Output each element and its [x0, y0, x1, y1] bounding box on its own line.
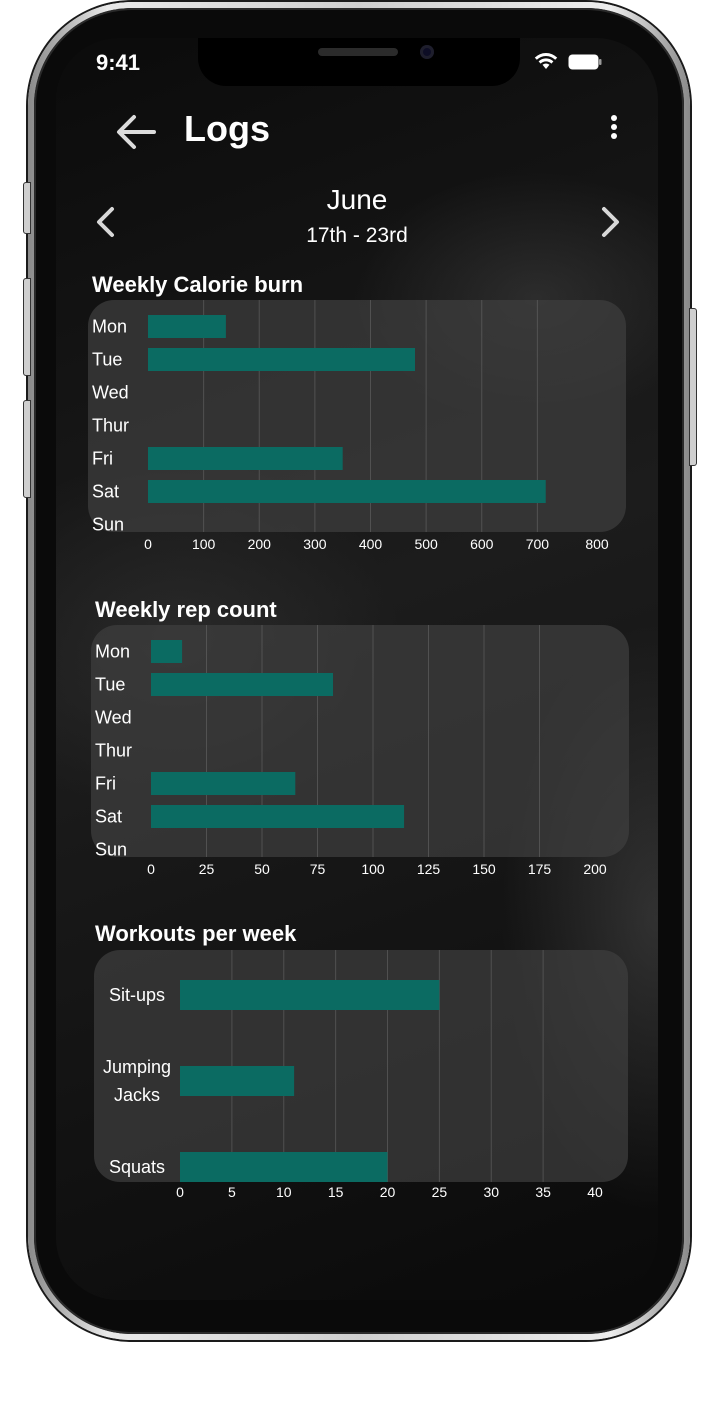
workouts-tick-label: 10 — [276, 1184, 292, 1200]
power-button — [689, 308, 697, 466]
rep-chart-title: Weekly rep count — [95, 597, 277, 622]
chevron-left-icon[interactable] — [92, 204, 118, 240]
more-vertical-icon[interactable] — [604, 112, 624, 146]
calorie-category-label: Sat — [92, 482, 119, 502]
back-arrow-icon[interactable] — [114, 112, 158, 152]
app-screen: 9:41 Logs June 17th - 23rd Weekly Calori… — [56, 38, 658, 1300]
week-month: June — [326, 184, 388, 215]
rep-category-label: Tue — [95, 675, 125, 695]
calorie-category-label: Tue — [92, 350, 122, 370]
wifi-icon — [534, 53, 558, 69]
calorie-tick-label: 600 — [470, 536, 494, 552]
workouts-chart-title: Workouts per week — [95, 921, 297, 946]
battery-icon — [568, 54, 602, 70]
calorie-bar — [148, 348, 415, 371]
rep-bar — [151, 640, 183, 663]
rep-tick-label: 175 — [528, 861, 552, 877]
calorie-bar — [148, 480, 546, 503]
calorie-category-label: Sun — [92, 515, 124, 535]
rep-tick-label: 125 — [417, 861, 441, 877]
calorie-category-label: Thur — [92, 416, 129, 436]
speaker-grille — [318, 48, 398, 56]
rep-tick-label: 50 — [254, 861, 270, 877]
calorie-tick-label: 500 — [414, 536, 438, 552]
volume-up-button — [23, 278, 31, 376]
workouts-category-label: Sit-ups — [109, 985, 165, 1005]
workouts-tick-label: 35 — [535, 1184, 551, 1200]
workouts-tick-label: 15 — [328, 1184, 344, 1200]
calorie-tick-label: 300 — [303, 536, 327, 552]
calorie-bar — [148, 315, 226, 338]
rep-bar — [151, 772, 296, 795]
volume-down-button — [23, 400, 31, 498]
calorie-tick-label: 400 — [359, 536, 383, 552]
workouts-tick-label: 0 — [176, 1184, 184, 1200]
workouts-category-label: Jumping Jacks — [103, 1057, 171, 1105]
rep-category-label: Sun — [95, 840, 127, 860]
rep-tick-label: 25 — [199, 861, 215, 877]
chevron-right-icon[interactable] — [598, 204, 624, 240]
rep-category-label: Fri — [95, 774, 116, 794]
notch — [198, 38, 520, 86]
rep-tick-label: 100 — [361, 861, 385, 877]
calorie-tick-label: 800 — [585, 536, 609, 552]
rep-category-label: Mon — [95, 642, 130, 662]
calorie-chart-title: Weekly Calorie burn — [92, 272, 304, 297]
workouts-bar — [180, 1152, 388, 1182]
workouts-tick-label: 25 — [432, 1184, 448, 1200]
workouts-tick-label: 20 — [380, 1184, 396, 1200]
calorie-tick-label: 700 — [526, 536, 550, 552]
calorie-tick-label: 0 — [144, 536, 152, 552]
calorie-tick-label: 100 — [192, 536, 216, 552]
front-camera — [420, 45, 434, 59]
rep-category-label: Thur — [95, 741, 132, 761]
rep-category-label: Sat — [95, 807, 122, 827]
calorie-category-label: Wed — [92, 383, 129, 403]
rep-bar — [151, 805, 405, 828]
calorie-tick-label: 200 — [248, 536, 272, 552]
week-range: 17th - 23rd — [306, 224, 408, 247]
rep-category-label: Wed — [95, 708, 132, 728]
rep-tick-label: 200 — [583, 861, 607, 877]
rep-tick-label: 0 — [147, 861, 155, 877]
rep-tick-label: 75 — [310, 861, 326, 877]
workouts-category-label: Squats — [109, 1157, 165, 1177]
calorie-category-label: Mon — [92, 317, 127, 337]
workouts-tick-label: 5 — [228, 1184, 236, 1200]
workouts-bar — [180, 1066, 295, 1096]
calorie-category-label: Fri — [92, 449, 113, 469]
workouts-tick-label: 40 — [587, 1184, 603, 1200]
page-title: Logs — [184, 108, 270, 149]
mute-switch — [23, 182, 31, 234]
rep-tick-label: 150 — [472, 861, 496, 877]
rep-bar — [151, 673, 334, 696]
workouts-bar — [180, 980, 440, 1010]
calorie-bar — [148, 447, 343, 470]
workouts-tick-label: 30 — [483, 1184, 499, 1200]
status-time: 9:41 — [96, 50, 141, 75]
